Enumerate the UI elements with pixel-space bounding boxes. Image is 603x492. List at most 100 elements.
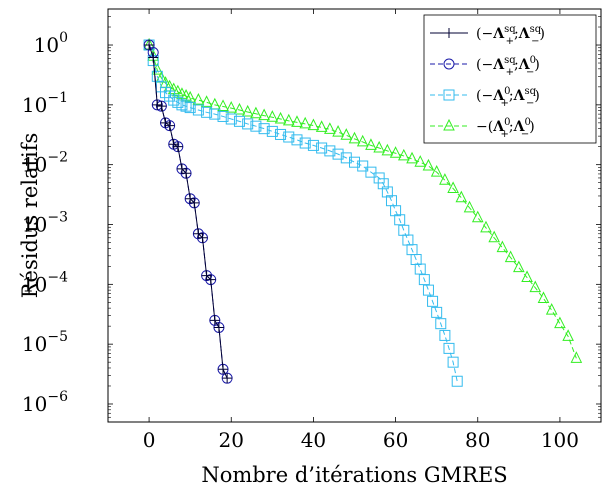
data-point <box>184 102 196 114</box>
legend-label: (−Λ0 +;Λsq −) <box>476 86 540 109</box>
x-tick-label: 100 <box>541 428 579 452</box>
legend-box <box>423 14 597 144</box>
data-point <box>422 158 435 171</box>
data-point <box>156 101 167 112</box>
data-point <box>431 306 443 318</box>
data-point <box>402 234 414 246</box>
data-point <box>266 125 278 137</box>
data-point <box>250 120 262 132</box>
x-tick-label: 80 <box>465 428 490 452</box>
data-point <box>250 106 262 119</box>
data-point <box>192 104 204 116</box>
data-point <box>176 163 187 174</box>
data-point <box>447 356 459 368</box>
data-point <box>443 342 455 354</box>
data-point <box>439 173 451 185</box>
data-point <box>258 123 270 135</box>
legend-label: −(Λ0 +;Λ0 −) <box>476 117 535 140</box>
legend: (−Λsq +;Λsq −) (−Λsq +;Λ0 −) (−Λ0 +;Λsq −) −(Λ0 +;… <box>423 14 597 144</box>
data-point <box>435 318 447 330</box>
legend-entry-4: −(Λ0 +;Λ0 −) <box>430 117 535 140</box>
y-tick-label: 10−2 <box>22 150 68 177</box>
data-point <box>242 118 254 130</box>
data-point <box>217 99 229 111</box>
data-point <box>397 148 410 161</box>
data-point <box>447 181 459 193</box>
data-point <box>176 99 188 111</box>
data-point <box>357 160 369 172</box>
legend-label: (−Λsq +;Λsq −) <box>476 24 545 47</box>
data-point <box>180 100 192 112</box>
data-point <box>439 329 451 341</box>
data-point <box>414 263 426 275</box>
data-point <box>418 274 430 286</box>
axes-frame <box>107 8 602 423</box>
y-tick-label: 10−5 <box>22 329 68 356</box>
data-point <box>365 166 377 178</box>
data-point <box>537 291 550 303</box>
x-axis-label: Nombre d’itérations GMRES <box>201 463 507 487</box>
data-point <box>373 140 385 153</box>
data-point <box>299 116 312 129</box>
data-point <box>233 102 246 115</box>
data-point <box>155 81 167 93</box>
data-point <box>160 87 172 99</box>
data-point <box>283 131 295 143</box>
data-point <box>197 232 208 243</box>
data-point <box>529 280 542 293</box>
data-point <box>545 303 558 315</box>
y-tick-label: 10−4 <box>22 269 68 296</box>
y-axis-label: Résidus relatifs <box>18 133 42 299</box>
data-point <box>160 117 171 128</box>
data-point <box>233 115 245 127</box>
data-point <box>258 108 270 121</box>
data-point <box>225 101 238 113</box>
data-point <box>390 205 402 217</box>
data-point <box>570 351 583 363</box>
data-point <box>291 115 303 127</box>
data-point <box>340 152 352 164</box>
data-point <box>282 113 295 126</box>
data-point <box>274 111 287 124</box>
data-point <box>291 134 303 146</box>
data-point <box>316 142 328 154</box>
y-tick-label: 10−3 <box>22 210 68 237</box>
data-point <box>307 118 320 131</box>
data-point <box>185 193 196 204</box>
data-point <box>172 141 183 152</box>
data-point <box>201 270 212 281</box>
data-point <box>496 240 509 253</box>
data-point <box>192 92 205 105</box>
data-point <box>513 260 525 273</box>
data-point <box>373 172 385 184</box>
data-point <box>381 143 394 156</box>
data-point <box>217 110 229 122</box>
data-point <box>201 106 213 118</box>
data-point <box>307 139 319 151</box>
data-point <box>348 131 361 144</box>
x-tick-label: 20 <box>219 428 244 452</box>
data-point <box>299 137 311 149</box>
data-point <box>480 220 492 233</box>
data-point <box>324 122 336 134</box>
data-point <box>562 329 574 341</box>
data-point <box>164 90 176 102</box>
data-point <box>356 134 369 147</box>
series-3 <box>143 39 463 387</box>
data-point <box>381 186 393 198</box>
legend-entry-2: (−Λsq +;Λ0 −) <box>430 55 540 78</box>
data-point <box>225 113 237 125</box>
data-point <box>554 316 566 329</box>
data-point <box>332 148 344 160</box>
data-point <box>377 178 389 190</box>
legend-label: (−Λsq +;Λ0 −) <box>476 55 540 78</box>
x-tick-label: 40 <box>301 428 326 452</box>
legend-marker <box>444 28 454 38</box>
series-1 <box>144 40 233 384</box>
data-point <box>315 120 328 132</box>
plot-area <box>143 37 583 387</box>
series-line <box>148 44 228 379</box>
data-point <box>241 104 254 117</box>
y-tick-label: 10−6 <box>22 389 68 416</box>
data-point <box>463 200 476 213</box>
